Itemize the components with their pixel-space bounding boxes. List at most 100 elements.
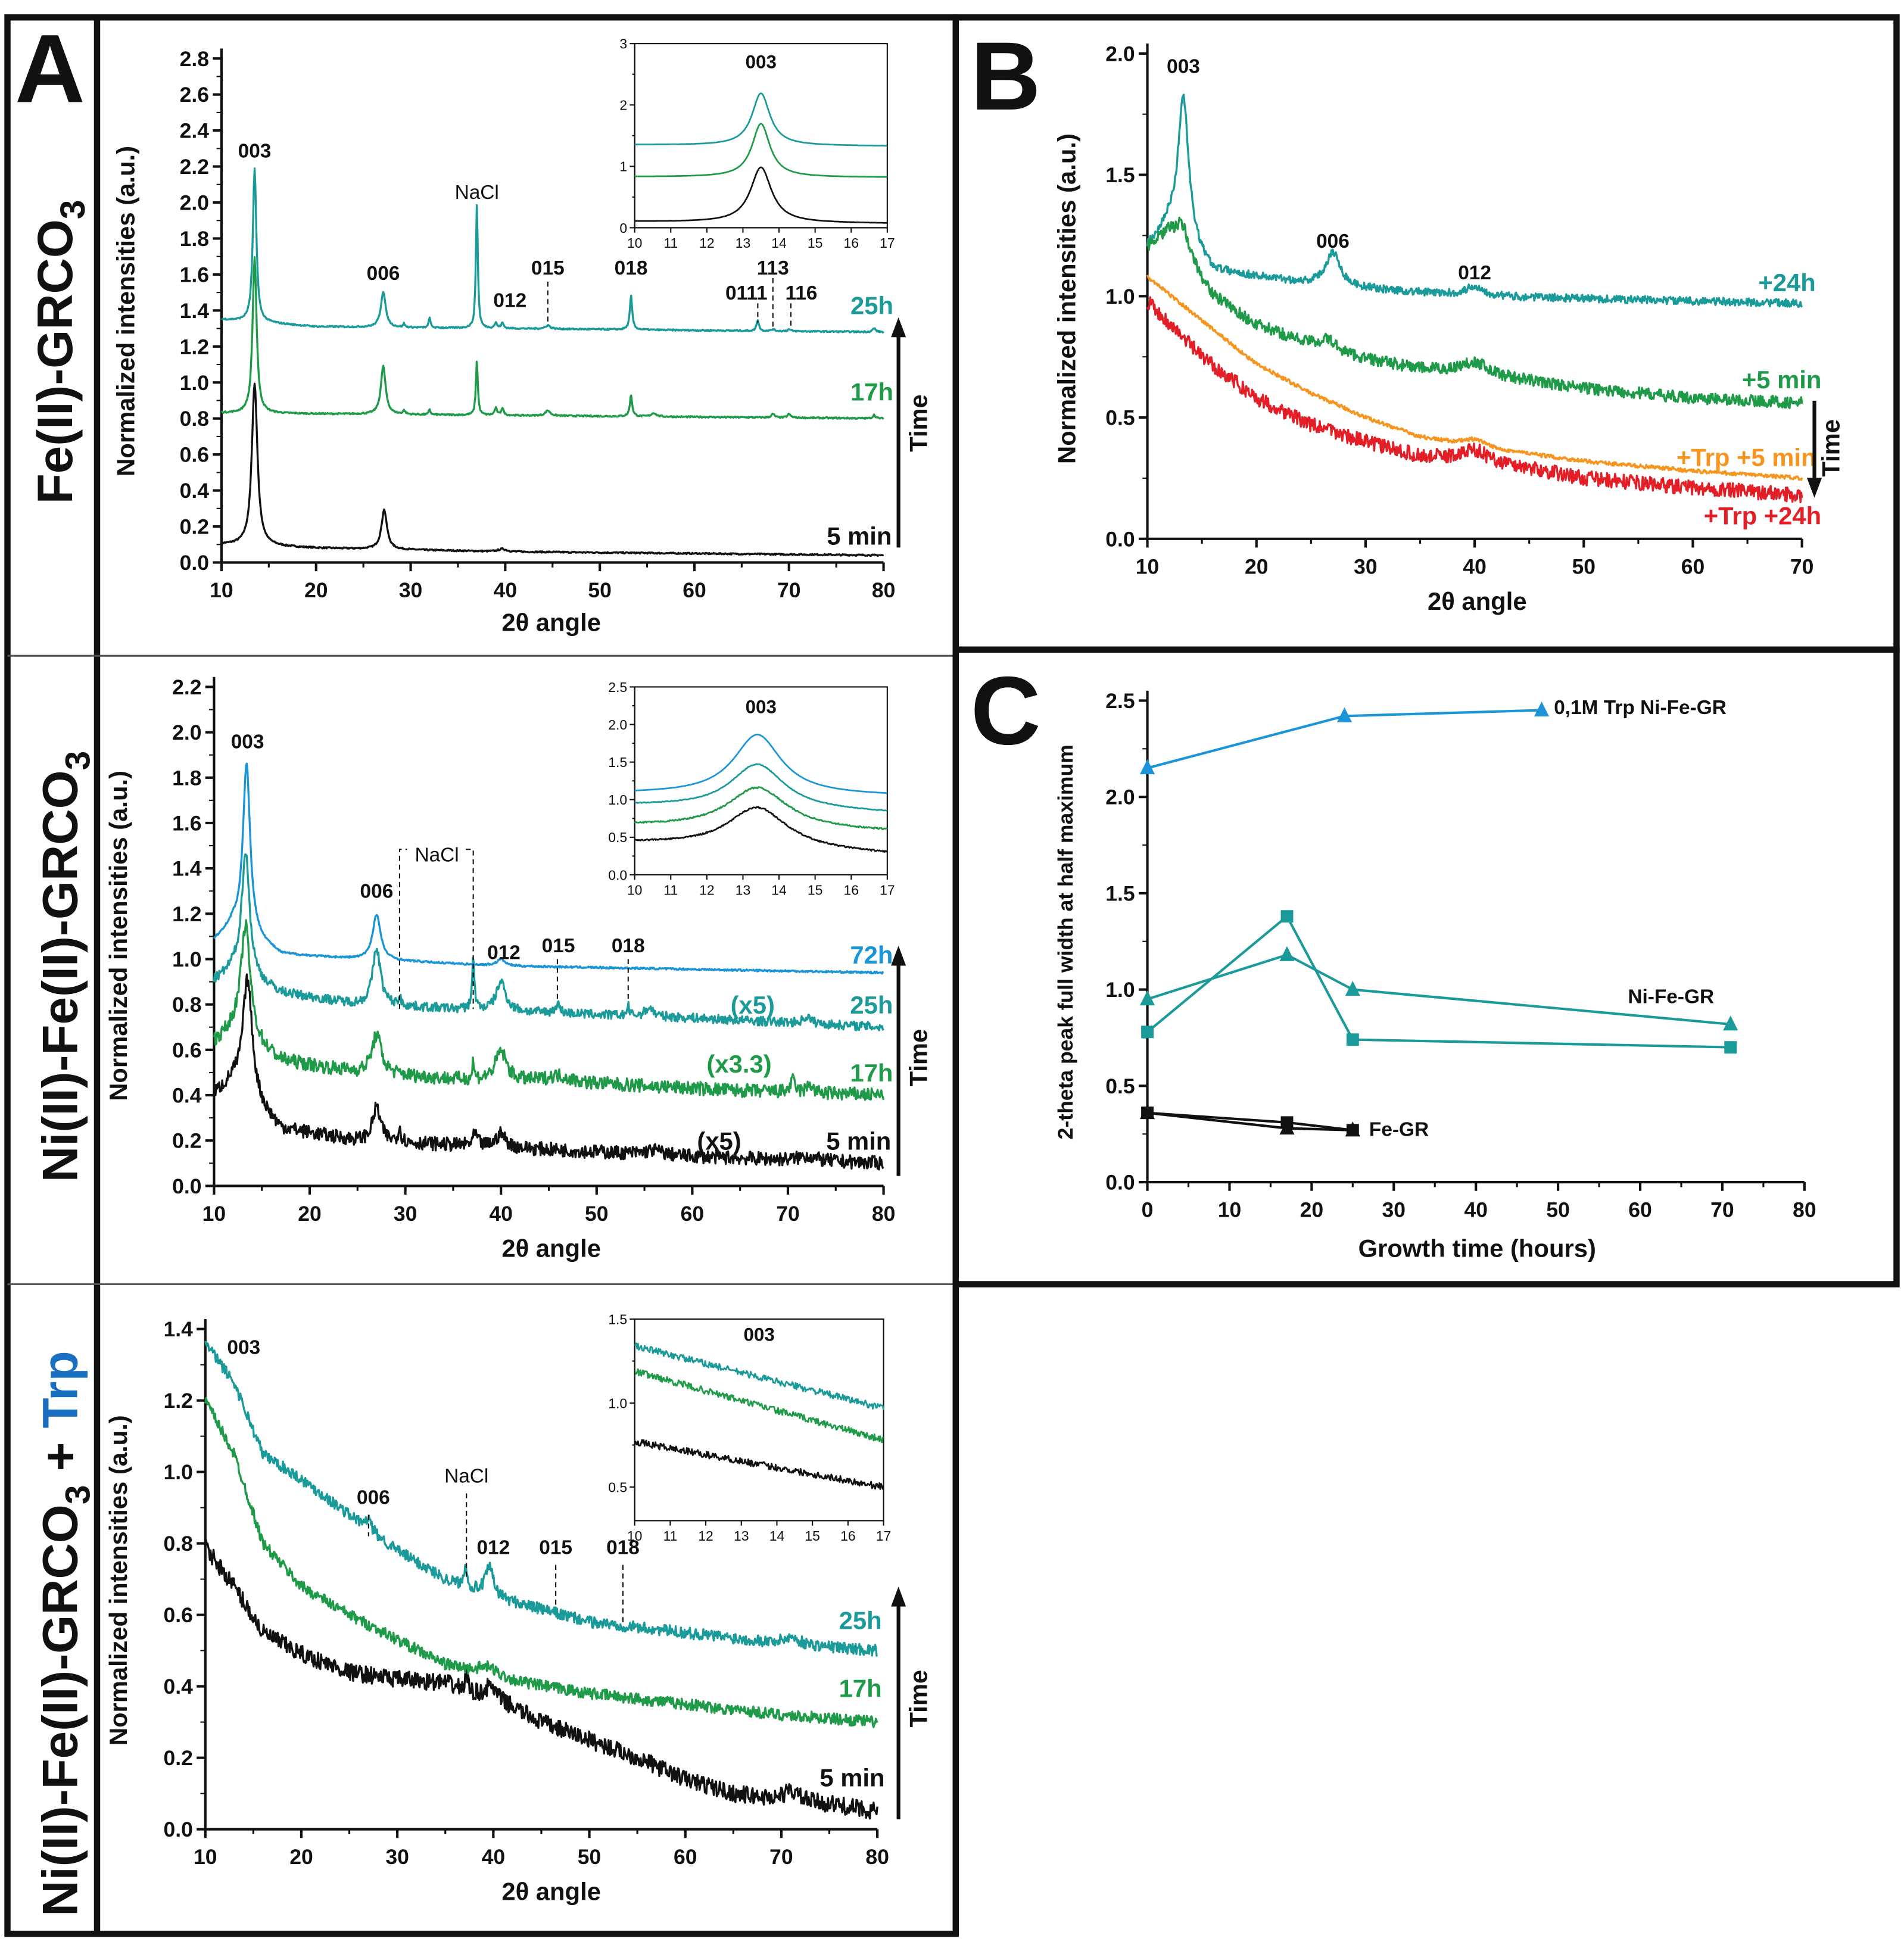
x-tick-label: 12	[699, 235, 715, 251]
x-tick-label: 30	[399, 578, 423, 602]
x-tick-label: 10	[194, 1845, 217, 1869]
y-tick-label: 2.8	[180, 47, 209, 71]
x-tick-label: 30	[1354, 554, 1378, 578]
x-tick-label: 60	[681, 1202, 705, 1226]
y-tick-label: 1.2	[164, 1389, 193, 1413]
peak-label: 003	[238, 140, 272, 162]
data-point-square	[1346, 1033, 1359, 1046]
x-tick-label: 20	[1300, 1198, 1324, 1222]
peak-label: 006	[367, 263, 400, 285]
x-axis-title: Growth time (hours)	[1358, 1234, 1596, 1262]
series-line	[634, 1342, 884, 1411]
y-tick-label: 1.2	[172, 902, 201, 926]
y-axis-title: Normalized intensities (a.u.)	[112, 146, 140, 476]
data-point-triangle	[1140, 759, 1155, 775]
y-axis-title: 2-theta peak full width at half maximum	[1054, 744, 1077, 1139]
row-label-ni-fe-gr: Ni(II)-Fe(II)-GRCO3	[32, 751, 98, 1182]
series-line	[221, 167, 884, 334]
series-line	[213, 973, 884, 1171]
y-tick-label: 2.5	[608, 679, 627, 695]
x-tick-label: 30	[385, 1845, 409, 1869]
peak-label: NaCl	[444, 1466, 488, 1488]
x-tick-label: 80	[1793, 1198, 1816, 1222]
y-tick-label: 0.4	[180, 479, 210, 503]
y-tick-label: 3	[619, 36, 627, 52]
time-arrow-head-icon	[891, 1586, 906, 1607]
peak-label: 003	[231, 731, 264, 753]
x-tick-label: 80	[865, 1845, 889, 1869]
series-line	[1146, 953, 1731, 1026]
y-tick-label: 2.0	[1105, 786, 1135, 809]
x-tick-label: 20	[289, 1845, 313, 1869]
y-tick-label: 2.0	[1105, 42, 1135, 66]
series-line	[634, 92, 887, 147]
x-tick-label: 12	[698, 1528, 713, 1544]
peak-label: 018	[612, 935, 645, 957]
x-tick-label: 50	[585, 1202, 609, 1226]
series-line	[213, 853, 884, 1031]
peak-label: 003	[746, 51, 777, 72]
peak-label: NaCl	[455, 182, 499, 204]
data-point-triangle	[1140, 990, 1155, 1006]
y-tick-label: 0.0	[180, 551, 209, 575]
peak-label: 006	[357, 1487, 390, 1509]
series-label: 5 min	[826, 1127, 891, 1155]
x-tick-label: 13	[736, 882, 751, 897]
y-tick-label: 0.0	[172, 1174, 201, 1198]
panel-letter-c: C	[971, 656, 1041, 765]
series-line	[213, 919, 885, 1101]
y-tick-label: 2.0	[172, 721, 201, 744]
y-tick-label: 0.8	[164, 1532, 193, 1556]
y-tick-label: 1.0	[180, 371, 209, 395]
peak-label: Fe-GR	[1369, 1118, 1429, 1140]
data-point-triangle	[1279, 1119, 1295, 1134]
x-tick-label: 17	[880, 882, 895, 897]
x-tick-label: 60	[1681, 554, 1705, 578]
x-tick-label: 16	[843, 235, 859, 251]
x-tick-label: 40	[1464, 1198, 1488, 1222]
panel-c-frame	[952, 646, 1900, 1288]
peak-label: 003	[743, 1324, 774, 1345]
x-tick-label: 30	[1382, 1198, 1406, 1222]
row-label-fe-gr: Fe(II)-GRCO3	[27, 200, 92, 504]
y-tick-label: 2.0	[180, 191, 209, 215]
peak-label: 018	[606, 1537, 640, 1559]
x-tick-label: 17	[876, 1528, 892, 1544]
series-label: 72h	[850, 941, 893, 969]
x-tick-label: 10	[1218, 1198, 1242, 1222]
peak-label: 012	[1458, 262, 1491, 284]
x-tick-label: 10	[627, 882, 643, 897]
time-label: Time	[905, 1029, 933, 1087]
peak-label: 003	[1167, 55, 1200, 77]
x-tick-label: 16	[843, 882, 859, 897]
x-tick-label: 10	[1136, 554, 1160, 578]
x-tick-label: 17	[880, 235, 895, 251]
peak-label: Ni-Fe-GR	[1628, 986, 1714, 1008]
y-tick-label: 0.0	[1105, 527, 1135, 551]
scale-factor-label: (x5)	[731, 991, 775, 1019]
scale-factor-label: (x3.3)	[706, 1050, 771, 1078]
peak-label: 006	[360, 881, 394, 903]
series-line	[204, 1341, 878, 1657]
y-tick-label: 0.6	[164, 1603, 193, 1627]
y-tick-label: 2.5	[1105, 689, 1135, 713]
series-label: +Trp +24h	[1704, 501, 1821, 529]
x-tick-label: 15	[808, 235, 823, 251]
x-axis-title: 2θ angle	[1428, 587, 1527, 615]
y-tick-label: 1.6	[180, 263, 209, 286]
series-line	[1146, 93, 1803, 308]
x-tick-label: 50	[1546, 1198, 1570, 1222]
y-tick-label: 0.2	[172, 1129, 201, 1153]
time-label: Time	[1816, 419, 1844, 477]
series-line	[634, 1368, 884, 1444]
data-point-triangle	[1534, 701, 1550, 717]
x-tick-label: 70	[777, 578, 801, 602]
series-line	[634, 166, 887, 224]
y-tick-label: 1	[619, 159, 627, 174]
x-tick-label: 50	[1572, 554, 1596, 578]
series-label: 25h	[850, 991, 893, 1019]
y-tick-label: 1.2	[180, 335, 209, 359]
series-line	[1146, 914, 1731, 1049]
time-label: Time	[905, 394, 933, 452]
